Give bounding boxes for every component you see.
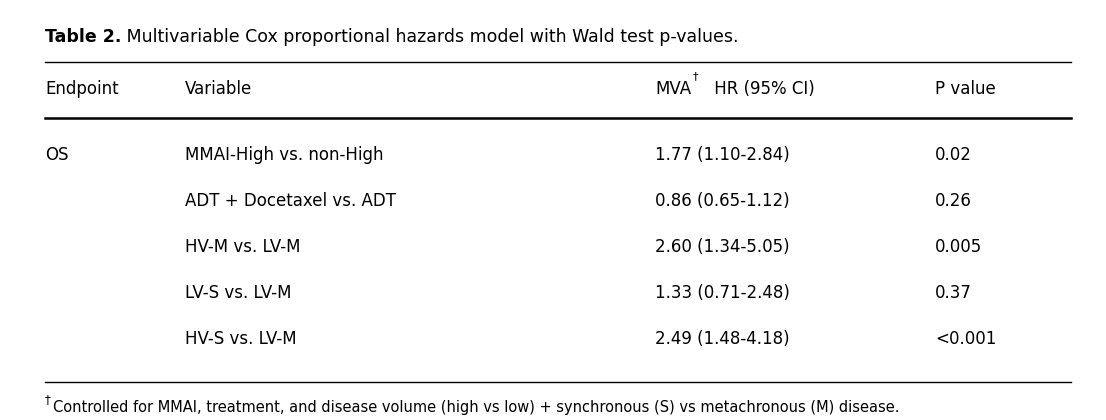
Text: 2.49 (1.48-4.18): 2.49 (1.48-4.18) <box>655 330 790 348</box>
Text: 1.33 (0.71-2.48): 1.33 (0.71-2.48) <box>655 284 790 302</box>
Text: †: † <box>693 71 699 81</box>
Text: Table 2.: Table 2. <box>45 28 122 46</box>
Text: 0.86 (0.65-1.12): 0.86 (0.65-1.12) <box>655 192 790 210</box>
Text: Multivariable Cox proportional hazards model with Wald test p-values.: Multivariable Cox proportional hazards m… <box>122 28 739 46</box>
Text: Endpoint: Endpoint <box>45 80 118 98</box>
Text: MMAI-High vs. non-High: MMAI-High vs. non-High <box>185 146 384 164</box>
Text: HV-S vs. LV-M: HV-S vs. LV-M <box>185 330 296 348</box>
Text: ADT + Docetaxel vs. ADT: ADT + Docetaxel vs. ADT <box>185 192 396 210</box>
Text: 0.26: 0.26 <box>935 192 972 210</box>
Text: 0.005: 0.005 <box>935 238 982 256</box>
Text: 2.60 (1.34-5.05): 2.60 (1.34-5.05) <box>655 238 790 256</box>
Text: MVA: MVA <box>655 80 691 98</box>
Text: †: † <box>45 393 51 406</box>
Text: 1.77 (1.10-2.84): 1.77 (1.10-2.84) <box>655 146 790 164</box>
Text: Variable: Variable <box>185 80 252 98</box>
Text: 0.02: 0.02 <box>935 146 972 164</box>
Text: Controlled for MMAI, treatment, and disease volume (high vs low) + synchronous (: Controlled for MMAI, treatment, and dise… <box>53 400 899 415</box>
Text: <0.001: <0.001 <box>935 330 997 348</box>
Text: OS: OS <box>45 146 69 164</box>
Text: HR (95% CI): HR (95% CI) <box>709 80 815 98</box>
Text: HV-M vs. LV-M: HV-M vs. LV-M <box>185 238 301 256</box>
Text: 0.37: 0.37 <box>935 284 972 302</box>
Text: LV-S vs. LV-M: LV-S vs. LV-M <box>185 284 292 302</box>
Text: P value: P value <box>935 80 995 98</box>
